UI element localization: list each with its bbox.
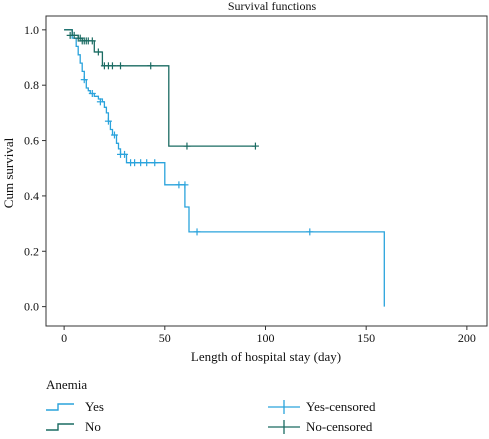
censored-mark-no <box>183 142 191 150</box>
legend-step-yes <box>46 403 74 411</box>
legend-censored-label-no: No-censored <box>306 419 373 434</box>
y-axis-label: Cum survival <box>1 137 16 208</box>
x-axis-label: Length of hospital stay (day) <box>191 349 341 364</box>
legend-label-yes: Yes <box>85 399 104 414</box>
legend-title: Anemia <box>46 377 87 392</box>
censored-mark-yes <box>110 131 118 139</box>
censored-mark-no <box>117 62 125 70</box>
y-tick-label: 0.8 <box>24 78 39 92</box>
plot-area: 0 50 100 150 200 0.0 0.2 0.4 0.6 0.8 1.0 <box>24 15 488 345</box>
x-tick-label: 0 <box>61 331 67 345</box>
censored-mark-yes <box>104 117 112 125</box>
series-line-no <box>64 29 256 147</box>
censored-mark-yes <box>96 98 104 106</box>
censored-mark-no <box>147 62 155 70</box>
legend-censored-label-yes: Yes-censored <box>306 399 376 414</box>
chart-title: Survival functions <box>228 0 317 13</box>
censored-mark-yes <box>175 181 183 189</box>
censored-mark-no <box>70 31 78 39</box>
plot-frame <box>45 15 488 327</box>
y-tick-label: 0.4 <box>24 189 39 203</box>
censored-mark-yes <box>193 228 201 236</box>
censored-mark-no <box>108 62 116 70</box>
censored-mark-yes <box>131 159 139 167</box>
censored-mark-no <box>94 48 102 56</box>
censored-mark-yes <box>88 90 96 97</box>
series-line-yes <box>64 29 385 307</box>
x-tick-label: 50 <box>159 331 171 345</box>
censored-mark-no <box>88 37 96 45</box>
y-tick-label: 0.2 <box>24 244 39 258</box>
x-tick-label: 100 <box>256 331 274 345</box>
censored-mark-yes <box>80 76 88 84</box>
y-tick-label: 0.6 <box>24 134 39 148</box>
legend-label-no: No <box>85 419 101 434</box>
legend-step-no <box>46 423 74 431</box>
censored-mark-yes <box>151 159 159 167</box>
censored-mark-yes <box>143 159 151 167</box>
x-tick-label: 150 <box>357 331 375 345</box>
y-tick-label: 0.0 <box>24 300 39 314</box>
censored-mark-yes <box>121 150 129 158</box>
y-tick-label: 1.0 <box>24 23 39 37</box>
censored-mark-no <box>251 142 259 150</box>
censored-mark-yes <box>181 181 189 189</box>
x-tick-label: 200 <box>458 331 476 345</box>
legend: Yes Yes-censored No No-censored <box>46 399 376 434</box>
censored-mark-yes <box>306 228 314 236</box>
censored-mark-yes <box>137 159 145 167</box>
